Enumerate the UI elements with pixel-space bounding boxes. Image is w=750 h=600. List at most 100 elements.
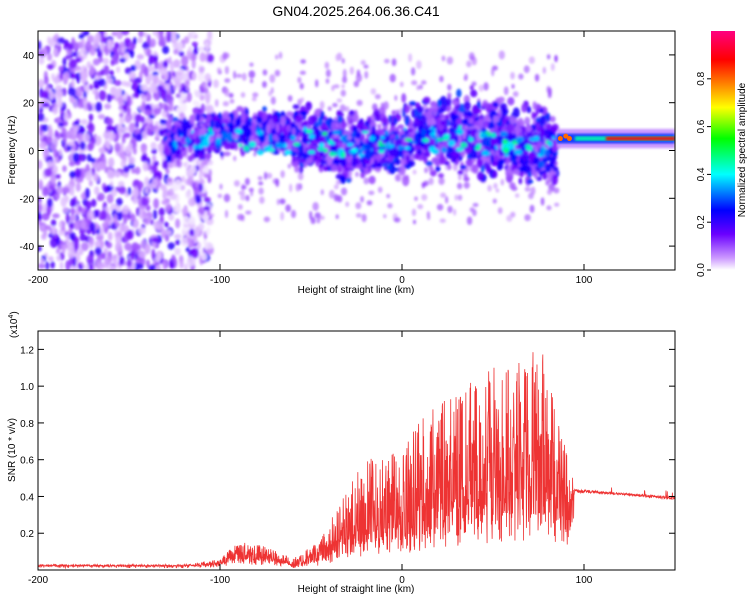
speckle-blob <box>168 56 172 65</box>
noise-blob <box>67 87 76 97</box>
bright-blob <box>490 132 497 138</box>
speckle-blob <box>192 107 199 114</box>
noise-blob <box>46 53 53 61</box>
band-blob <box>377 123 382 130</box>
speckle-blob <box>278 51 283 59</box>
speckle-blob <box>487 184 492 192</box>
noise-blob <box>143 31 148 38</box>
band-blob <box>199 127 208 133</box>
speckle-blob <box>471 81 477 87</box>
noise-blob <box>55 193 60 200</box>
speckle-blob <box>300 59 306 64</box>
noise-blob <box>59 261 64 270</box>
noise-blob <box>203 165 209 174</box>
noise-blob <box>140 83 148 92</box>
bright-blob <box>242 145 250 152</box>
speckle-blob <box>198 192 206 198</box>
band-blob <box>192 130 198 140</box>
noise-blob <box>59 71 64 80</box>
speckle-blob <box>440 192 447 198</box>
speckle-blob <box>333 184 339 190</box>
noise-blob <box>116 66 121 73</box>
speckle-blob <box>416 60 422 70</box>
noise-blob <box>38 141 47 150</box>
noise-blob <box>38 112 45 122</box>
noise-blob <box>189 228 195 237</box>
noise-blob <box>130 250 135 261</box>
band-blob <box>505 157 510 163</box>
band-blob <box>272 115 278 124</box>
noise-blob <box>106 124 114 132</box>
band-blob <box>445 98 452 107</box>
noise-blob <box>78 127 86 134</box>
speckle-blob <box>456 182 463 190</box>
bright-blob <box>359 147 364 154</box>
noise-blob <box>84 40 92 52</box>
noise-blob <box>134 77 142 84</box>
band-blob <box>198 151 203 161</box>
snr-scale-suffix: ) <box>9 311 20 314</box>
noise-blob <box>121 224 130 233</box>
speckle-blob <box>276 198 280 206</box>
bright-blob <box>442 134 450 142</box>
speckle-blob <box>240 194 247 201</box>
bright-blob <box>308 133 315 140</box>
speckle-blob <box>280 170 285 178</box>
bright-blob <box>378 140 383 145</box>
band-blob <box>295 114 303 123</box>
band-blob <box>258 133 266 143</box>
speckle-blob <box>464 73 468 81</box>
band-blob <box>393 117 398 124</box>
band-blob <box>364 149 373 160</box>
noise-blob <box>78 91 83 98</box>
bright-blob <box>404 137 413 142</box>
noise-blob <box>44 168 52 177</box>
noise-blob <box>151 164 158 175</box>
noise-blob <box>151 237 160 243</box>
spectrogram-blobs <box>38 31 675 270</box>
band-blob <box>240 111 246 122</box>
noise-blob <box>131 188 140 199</box>
speckle-blob <box>503 86 509 96</box>
band-blob <box>388 160 395 167</box>
band-blob <box>500 130 508 138</box>
noise-blob <box>86 254 94 265</box>
noise-blob <box>108 157 115 168</box>
noise-blob <box>188 197 196 207</box>
noise-blob <box>186 91 192 103</box>
band-blob <box>497 96 505 103</box>
noise-blob <box>114 142 121 153</box>
noise-blob <box>41 124 49 132</box>
speckle-blob <box>332 102 338 108</box>
bright-blob <box>351 147 359 153</box>
band-blob <box>209 144 215 151</box>
noise-blob <box>199 52 206 63</box>
noise-blob <box>180 55 189 67</box>
speckle-blob <box>483 82 489 91</box>
tone-spot <box>563 133 569 139</box>
speckle-blob <box>289 183 293 193</box>
y-tick-label: 0.8 <box>20 419 34 430</box>
noise-blob <box>144 109 153 116</box>
noise-blob <box>174 81 182 87</box>
band-blob <box>485 158 491 164</box>
band-blob <box>320 158 325 167</box>
speckle-blob <box>534 73 540 82</box>
noise-blob <box>194 225 201 237</box>
noise-blob <box>152 209 158 220</box>
noise-blob <box>104 103 112 110</box>
band-blob <box>272 133 279 141</box>
band-blob <box>411 108 416 118</box>
band-blob <box>319 110 325 121</box>
band-blob <box>451 151 460 157</box>
speckle-blob <box>217 193 223 199</box>
speckle-blob <box>228 92 234 98</box>
noise-blob <box>38 203 43 212</box>
noise-blob <box>69 170 77 179</box>
noise-blob <box>69 214 77 221</box>
band-blob <box>390 133 396 139</box>
noise-blob <box>106 77 114 84</box>
band-blob <box>440 119 449 126</box>
speckle-blob <box>327 106 332 112</box>
speckle-blob <box>198 66 205 73</box>
